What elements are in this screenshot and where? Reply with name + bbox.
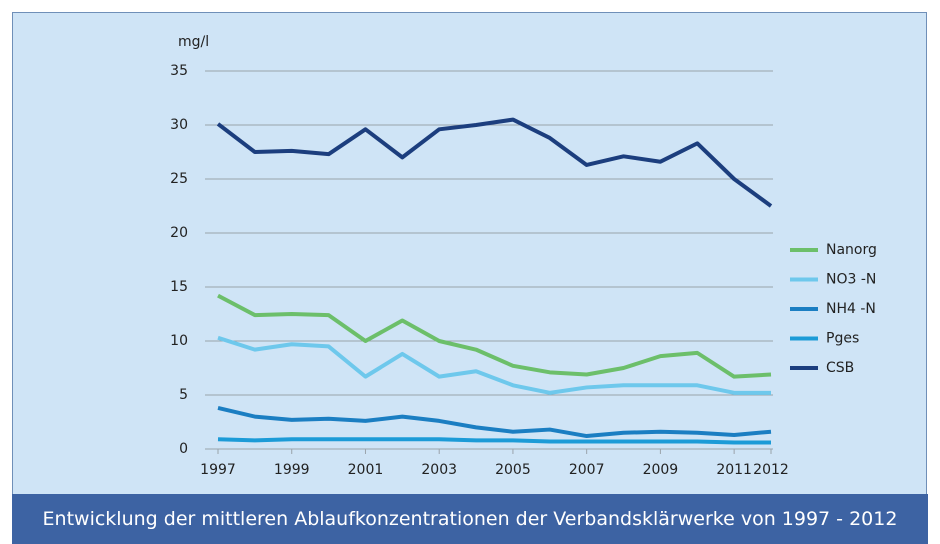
x-tick-label: 2011 [716, 462, 752, 478]
x-tick-label: 2003 [421, 462, 457, 478]
x-tick-label: 2009 [643, 462, 679, 478]
series-line [216, 117, 773, 208]
y-tick-label: 35 [170, 63, 188, 79]
x-tick-label: 2012 [753, 462, 789, 478]
chart: mg/l 0 5 10 15 20 25 30 35 1997 1999 2001 2003 2005 2… [170, 34, 877, 478]
legend-label: Nanorg [826, 242, 877, 258]
x-tick-label: 2007 [569, 462, 605, 478]
y-unit: mg/l [178, 34, 209, 50]
series-line [217, 406, 772, 439]
y-tick-label: 20 [170, 225, 188, 241]
series-line [217, 437, 771, 445]
y-tick-label: 25 [170, 171, 188, 187]
legend-label: CSB [826, 360, 854, 376]
legend-label: Pges [826, 331, 859, 347]
y-tick-label: 5 [179, 387, 188, 403]
series-line [217, 335, 771, 395]
series-line [217, 293, 772, 379]
legend-label: NO3 -N [826, 272, 876, 288]
x-tick-label: 2001 [348, 462, 384, 478]
y-tick-label: 30 [170, 117, 188, 133]
y-tick-label: 15 [170, 279, 188, 295]
caption: Entwicklung der mittleren Ablaufkonzentr… [12, 494, 928, 544]
y-tick-label: 0 [179, 441, 188, 457]
x-tick-label: 1997 [200, 462, 236, 478]
x-tick-label: 2005 [495, 462, 531, 478]
x-tick-label: 1999 [274, 462, 310, 478]
y-tick-label: 10 [170, 333, 188, 349]
legend-label: NH4 -N [826, 301, 876, 317]
chart-frame [12, 12, 927, 544]
